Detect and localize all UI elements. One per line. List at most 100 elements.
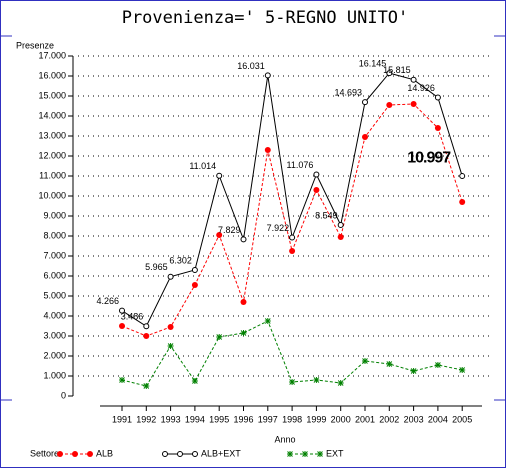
x-tick-label: 1991 <box>112 414 132 424</box>
y-tick-label: 9.000 <box>43 210 66 220</box>
legend-marker <box>302 451 308 457</box>
point <box>289 379 296 385</box>
y-tick-label: 7.000 <box>43 250 66 260</box>
point <box>434 94 441 101</box>
y-tick-label: 8.000 <box>43 230 66 240</box>
data-label: 11.076 <box>287 160 314 170</box>
x-tick-label: 1993 <box>161 414 181 424</box>
x-tick-label: 1997 <box>258 414 278 424</box>
data-label: 6.302 <box>169 255 192 265</box>
point <box>119 377 125 383</box>
data-label: 16.031 <box>237 61 265 71</box>
y-tick-label: 4.000 <box>43 310 66 320</box>
y-tick-label: 16.000 <box>38 70 66 80</box>
data-label: 11.014 <box>189 161 216 171</box>
y-tick-label: 1.000 <box>43 370 66 380</box>
point <box>362 134 368 140</box>
point <box>434 125 441 131</box>
point <box>386 361 393 367</box>
data-label: 3.486 <box>121 312 144 322</box>
x-tick-label: 1992 <box>136 414 156 424</box>
x-tick-label: 2000 <box>331 414 351 424</box>
data-label: 16.145 <box>359 58 387 68</box>
point <box>191 282 198 288</box>
legend-title: Settore <box>30 448 59 458</box>
point <box>337 380 344 386</box>
y-tick-label: 10.000 <box>38 190 66 200</box>
x-tick-label: 2002 <box>379 414 399 424</box>
point <box>459 367 466 373</box>
y-tick-label: 5.000 <box>43 290 66 300</box>
y-tick-label: 13.000 <box>38 130 66 140</box>
point <box>289 248 296 254</box>
y-tick-label: 15.000 <box>38 90 66 100</box>
y-tick-label: 0 <box>61 390 66 400</box>
data-label: 4.266 <box>96 296 119 306</box>
data-label: 10.997 <box>407 149 451 166</box>
legend-marker <box>287 451 293 457</box>
point <box>143 383 150 389</box>
legend-label: EXT <box>326 448 344 458</box>
legend-marker <box>192 451 198 457</box>
point <box>119 307 125 314</box>
series-line <box>121 103 463 337</box>
point <box>216 232 223 238</box>
x-axis-label: Anno <box>274 434 295 444</box>
data-label: 14.693 <box>334 88 362 98</box>
point <box>240 236 247 243</box>
y-tick-label: 12.000 <box>38 150 66 160</box>
x-tick-label: 2005 <box>452 414 472 424</box>
data-label: 7.829 <box>218 225 241 235</box>
point <box>313 171 320 178</box>
point <box>167 273 174 280</box>
chart-title: Provenienza=' 5-REGNO UNITO' <box>122 8 409 28</box>
point <box>240 330 247 336</box>
point <box>167 343 174 349</box>
legend-marker <box>87 451 93 457</box>
x-tick-label: 1999 <box>306 414 326 424</box>
point <box>362 99 368 106</box>
point <box>410 101 417 107</box>
point <box>337 222 344 229</box>
x-tick-label: 2003 <box>404 414 424 424</box>
y-tick-label: 17.000 <box>38 50 66 60</box>
x-tick-label: 1996 <box>233 414 253 424</box>
point <box>434 362 441 368</box>
legend-marker <box>162 451 168 457</box>
point <box>191 266 198 273</box>
data-label: 8.549 <box>315 210 338 220</box>
legend-marker <box>177 451 183 457</box>
point <box>216 172 223 179</box>
legend-label: ALB <box>96 448 113 458</box>
point <box>191 378 198 384</box>
point <box>410 76 417 83</box>
legend-marker <box>57 451 63 457</box>
legend-marker <box>72 451 78 457</box>
x-tick-label: 1995 <box>209 414 229 424</box>
x-tick-label: 2004 <box>428 414 448 424</box>
point <box>289 234 296 241</box>
y-tick-label: 11.000 <box>39 170 66 180</box>
point <box>386 102 393 108</box>
point <box>119 323 125 329</box>
series-line <box>121 72 463 328</box>
point <box>264 318 271 324</box>
point <box>410 368 417 374</box>
y-tick-label: 6.000 <box>43 270 66 280</box>
point <box>459 199 466 205</box>
x-tick-label: 1998 <box>282 414 302 424</box>
data-label: 15.815 <box>383 65 411 75</box>
data-label: 14.926 <box>407 83 435 93</box>
y-tick-label: 3.000 <box>43 330 66 340</box>
data-label: 7.922 <box>267 223 290 233</box>
point <box>362 358 368 364</box>
data-label: 5.965 <box>145 262 168 272</box>
point <box>313 377 320 383</box>
point <box>337 234 344 240</box>
point <box>386 70 393 77</box>
legend-label: ALB+EXT <box>201 448 241 458</box>
point <box>143 323 150 330</box>
point <box>167 324 174 330</box>
x-tick-label: 2001 <box>355 414 375 424</box>
